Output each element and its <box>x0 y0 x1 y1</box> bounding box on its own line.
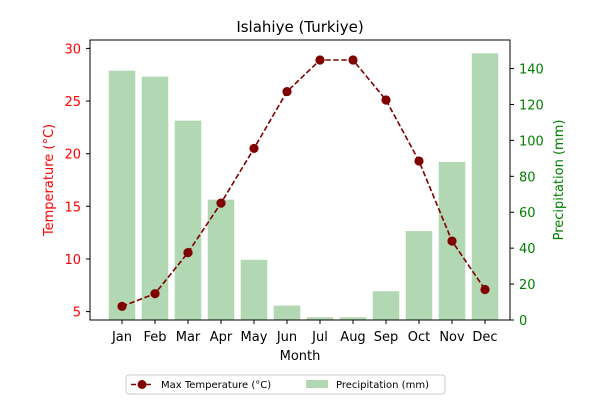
x-tick-label: Jul <box>311 330 328 345</box>
precipitation-bar-dec <box>471 53 499 321</box>
precipitation-bar-aug <box>339 317 367 320</box>
precipitation-bar-feb <box>141 76 169 320</box>
y-right-tick-label: 60 <box>519 206 536 221</box>
y-left-tick-label: 15 <box>64 200 81 215</box>
legend: Max Temperature (°C) Precipitation (mm) <box>125 374 446 395</box>
y-left-tick-label: 5 <box>73 306 81 321</box>
temperature-point-jan <box>117 301 127 311</box>
precipitation-bar-mar <box>174 120 202 320</box>
y-right-tick-label: 140 <box>519 63 544 78</box>
temperature-point-jul <box>315 55 325 65</box>
x-tick-label: Dec <box>472 330 497 345</box>
legend-label-precipitation: Precipitation (mm) <box>336 380 429 391</box>
x-tick-label: Jun <box>276 330 297 345</box>
precipitation-bars <box>108 53 499 321</box>
precipitation-bar-jun <box>273 305 301 320</box>
x-tick-label: Mar <box>176 330 201 345</box>
y-axis-left-label: Temperature (°C) <box>42 124 57 237</box>
x-tick-label: May <box>241 330 268 345</box>
y-right-tick-label: 40 <box>519 242 536 257</box>
y-right-tick-label: 120 <box>519 98 544 113</box>
x-tick-label: Jan <box>111 330 132 345</box>
legend-line-marker <box>137 380 147 389</box>
y-left-tick-label: 30 <box>64 42 81 57</box>
y-axis-left: 5 10 15 20 25 30 <box>64 42 90 321</box>
precipitation-bar-jan <box>108 70 136 320</box>
chart-title: Islahiye (Turkiye) <box>236 18 363 36</box>
temperature-point-feb <box>150 289 160 299</box>
plot-frame <box>89 39 511 321</box>
y-right-tick-label: 80 <box>519 170 536 185</box>
y-left-tick-label: 25 <box>64 95 81 110</box>
x-tick-label: Apr <box>210 330 233 345</box>
temperature-point-nov <box>447 236 457 246</box>
temperature-point-dec <box>480 284 490 295</box>
precipitation-bar-apr <box>207 199 235 320</box>
legend-label-temperature: Max Temperature (°C) <box>161 380 271 391</box>
y-right-tick-label: 20 <box>519 278 536 293</box>
temperature-point-may <box>249 143 259 154</box>
y-left-tick-label: 10 <box>64 253 81 268</box>
y-right-tick-label: 100 <box>519 134 544 149</box>
precipitation-bar-sep <box>372 291 400 320</box>
x-tick-label: Feb <box>143 330 166 345</box>
temperature-point-oct <box>414 156 424 166</box>
x-tick-label: Aug <box>340 330 365 345</box>
x-tick-label: Oct <box>408 330 430 345</box>
y-axis-right-label: Precipitation (mm) <box>552 120 567 241</box>
precipitation-bar-jul <box>306 317 334 320</box>
y-right-tick-label: 0 <box>519 314 527 329</box>
legend-box <box>125 374 446 395</box>
temperature-point-jun <box>282 86 292 97</box>
temperature-point-sep <box>381 95 391 105</box>
y-left-tick-label: 20 <box>64 148 81 163</box>
x-tick-label: Nov <box>439 330 465 345</box>
y-axis-right: 0 20 40 60 80 100 120 140 <box>510 63 544 329</box>
temperature-point-aug <box>348 55 358 65</box>
precipitation-bar-may <box>240 259 268 320</box>
legend-bar-swatch <box>306 380 328 388</box>
temperature-point-apr <box>216 198 226 208</box>
temperature-line <box>121 59 486 308</box>
x-axis-label: Month <box>280 349 321 364</box>
x-tick-label: Sep <box>374 330 399 345</box>
x-axis: Jan Feb Mar Apr May Jun Jul Aug Sep Oct Nov Dec <box>111 320 498 345</box>
temperature-point-mar <box>183 248 193 258</box>
precipitation-bar-oct <box>405 231 433 320</box>
temperature-line-series <box>117 55 490 311</box>
